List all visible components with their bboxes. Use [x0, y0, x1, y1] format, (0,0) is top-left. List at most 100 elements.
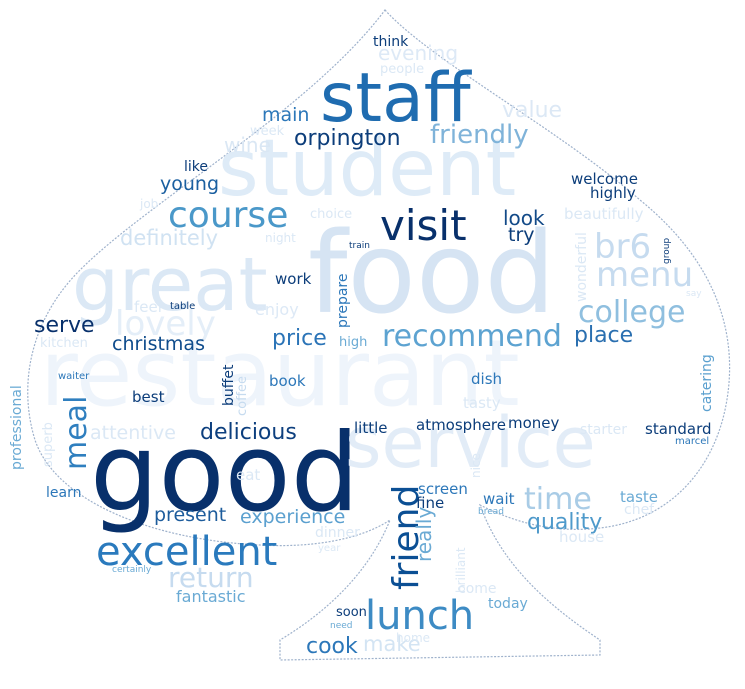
word-highly: highly [590, 184, 636, 202]
word-house: house [559, 528, 605, 546]
word-atmosphere: atmosphere [416, 416, 506, 434]
word-year: year [318, 543, 341, 554]
word-soon: soon [336, 605, 367, 620]
word-christmas: christmas [112, 333, 205, 355]
word-professional: professional [9, 385, 25, 470]
word-really: really [412, 506, 436, 562]
word-week: week [250, 124, 285, 139]
word-serve: serve [34, 313, 95, 338]
word-screen: screen [418, 480, 468, 498]
word-br6: br6 [594, 227, 652, 267]
word-course: course [168, 195, 289, 236]
word-waiter: waiter [58, 371, 90, 382]
word-come: come [458, 581, 497, 597]
word-think: think [373, 34, 409, 50]
word-tasty: tasty [463, 394, 501, 412]
word-fantastic: fantastic [176, 587, 246, 606]
word-attentive: attentive [90, 422, 176, 444]
word-money: money [508, 414, 560, 432]
word-chef: chef [624, 502, 655, 518]
word-job: job [140, 197, 159, 211]
word-feel: feel [134, 298, 162, 316]
word-kitchen: kitchen [40, 336, 88, 351]
word-recommend: recommend [382, 319, 562, 354]
word-friendly: friendly [430, 120, 529, 150]
word-wonderful: wonderful [574, 232, 590, 302]
word-little: little [354, 419, 388, 437]
word-enjoy: enjoy [255, 300, 299, 319]
word-experience: experience [240, 506, 346, 528]
word-great: great [72, 242, 268, 328]
word-choice: choice [310, 207, 353, 222]
word-say: say [686, 289, 702, 299]
word-catering: catering [699, 354, 715, 412]
spade-shape [27, 9, 731, 661]
word-marcel: marcel [675, 436, 710, 447]
word-starter: starter [580, 422, 627, 438]
word-work: work [275, 270, 312, 288]
word-look: look [503, 206, 545, 230]
word-dinner: dinner [315, 525, 360, 541]
word-book: book [269, 372, 306, 390]
word-meal: meal [59, 395, 94, 470]
word-delicious: delicious [200, 420, 297, 445]
word-table: table [170, 301, 196, 312]
word-try: try [508, 224, 535, 246]
word-standard: standard [645, 420, 712, 438]
word-lovely: lovely [115, 304, 216, 344]
word-people: people [380, 62, 425, 77]
word-prepare: prepare [335, 273, 351, 328]
word-price: price [272, 326, 327, 351]
word-welcome: welcome [571, 170, 638, 188]
word-visit: visit [380, 201, 467, 250]
word-wine: wine [224, 133, 271, 157]
word-certainly: certainly [112, 565, 152, 575]
word-wait: wait [483, 490, 515, 508]
word-beautifully: beautifully [564, 205, 644, 223]
word-service: service [345, 402, 596, 484]
word-eat: eat [236, 466, 261, 484]
word-coffee: coffee [235, 375, 250, 416]
word-dish: dish [471, 370, 503, 388]
word-main: main [262, 104, 310, 126]
word-time: time [524, 482, 592, 517]
word-definitely: definitely [120, 226, 219, 250]
word-group: group [662, 237, 672, 264]
word-fine: fine [416, 494, 445, 512]
word-cook: cook [306, 634, 358, 659]
word-present: present [154, 504, 227, 526]
word-today: today [488, 596, 528, 612]
word-home: home [396, 631, 431, 645]
word-staff: staff [320, 59, 471, 138]
word-night: night [265, 231, 296, 245]
word-excellent: excellent [96, 529, 278, 575]
word-college: college [578, 295, 686, 330]
word-bread: bread [478, 507, 504, 517]
word-menu: menu [596, 255, 694, 295]
word-student: student [218, 124, 517, 214]
word-make: make [363, 632, 421, 656]
word-orpington: orpington [294, 126, 401, 151]
word-quality: quality [527, 510, 603, 535]
word-food: food [308, 209, 556, 339]
word-taste: taste [620, 488, 658, 506]
word-lunch: lunch [365, 593, 475, 639]
word-return: return [168, 561, 254, 594]
word-value: value [502, 98, 563, 123]
word-good: good [90, 411, 360, 536]
word-need: need [330, 621, 353, 631]
word-buffet: buffet [221, 364, 237, 406]
word-learn: learn [46, 485, 82, 501]
word-young: young [160, 173, 220, 195]
word-best: best [132, 388, 165, 406]
word-train: train [349, 241, 370, 251]
word-high: high [339, 335, 368, 350]
word-nice: nice [469, 453, 483, 478]
word-like: like [184, 159, 209, 175]
word-evening: evening [378, 41, 459, 65]
word-superb: superb [41, 422, 56, 467]
word-place: place [574, 323, 634, 348]
word-restaurant: restaurant [40, 320, 520, 427]
